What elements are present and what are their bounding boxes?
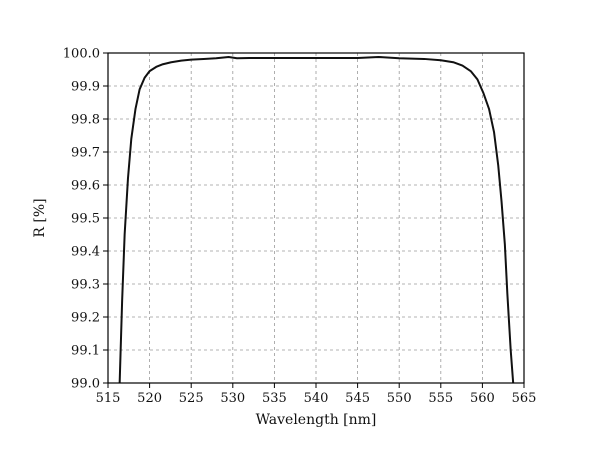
x-tick-label: 550 — [387, 391, 412, 406]
axes: 515 520 525 530 535 540 545 550 555 560 565 99.0 99.… — [63, 47, 537, 407]
y-tick-label: 99.4 — [71, 245, 100, 260]
x-tick-label: 560 — [470, 391, 495, 406]
x-axis-label: Wavelength [nm] — [256, 412, 377, 428]
x-tick-label: 525 — [179, 391, 204, 406]
reflectance-curve — [118, 55, 515, 384]
x-tick-label: 565 — [512, 391, 537, 406]
x-tick-label: 555 — [428, 391, 453, 406]
y-tick-label: 100.0 — [63, 47, 100, 62]
y-tick-label: 99.6 — [71, 179, 100, 194]
y-tick-label: 99.7 — [71, 146, 100, 161]
grid — [108, 53, 524, 383]
x-tick-label: 540 — [304, 391, 329, 406]
plot-frame — [107, 52, 525, 384]
y-tick-label: 99.1 — [71, 344, 100, 359]
y-tick-label: 99.9 — [71, 80, 100, 95]
x-tick-label: 535 — [262, 391, 287, 406]
x-tick-label: 520 — [137, 391, 162, 406]
y-tick-label: 99.8 — [71, 113, 100, 128]
y-axis-label: R [%] — [32, 198, 48, 237]
x-tick-label: 515 — [96, 391, 121, 406]
x-tick-label: 545 — [345, 391, 370, 406]
x-tick-label: 530 — [220, 391, 245, 406]
y-tick-label: 99.0 — [71, 377, 100, 392]
y-tick-label: 99.3 — [71, 278, 100, 293]
y-tick-label: 99.5 — [71, 212, 100, 227]
y-tick-label: 99.2 — [71, 311, 100, 326]
series-layer — [118, 55, 515, 384]
